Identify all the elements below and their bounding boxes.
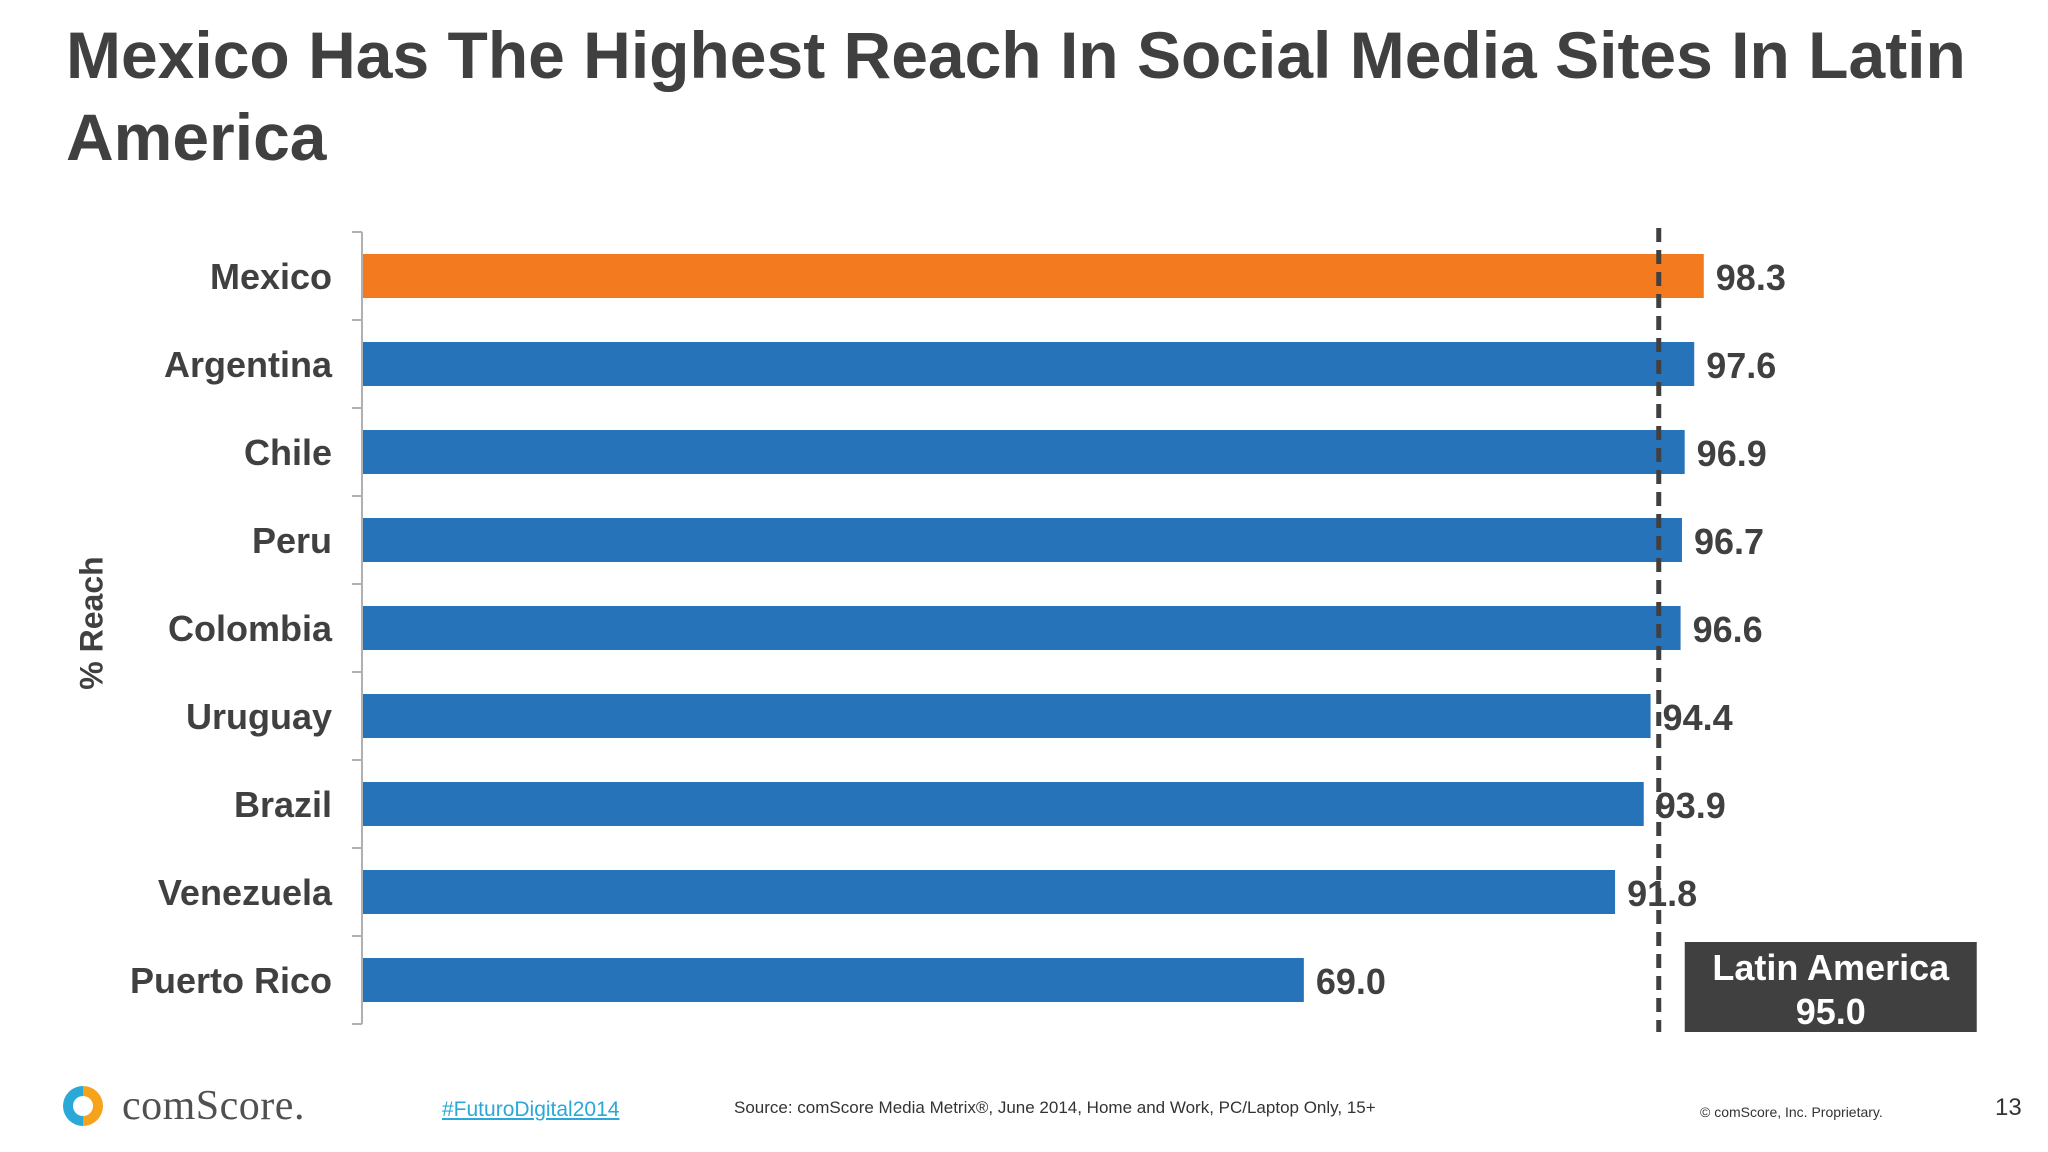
category-label: Chile <box>244 432 332 473</box>
bar-value-label: 69.0 <box>1316 961 1386 1002</box>
bar <box>363 782 1644 826</box>
logo-text: comScore. <box>122 1083 305 1129</box>
bar <box>363 870 1616 914</box>
bar <box>363 518 1682 562</box>
y-axis-label: % Reach <box>73 556 110 690</box>
bar-value-label: 91.8 <box>1627 873 1697 914</box>
bar <box>363 606 1681 650</box>
category-label: Venezuela <box>158 872 333 913</box>
bar <box>363 958 1304 1002</box>
category-label: Brazil <box>234 784 332 825</box>
bar-value-label: 94.4 <box>1663 697 1733 738</box>
reference-label: Latin America <box>1712 947 1950 988</box>
bar-value-label: 97.6 <box>1706 345 1776 386</box>
bar <box>363 694 1651 738</box>
category-label: Mexico <box>210 256 332 297</box>
category-label: Colombia <box>168 608 333 649</box>
bar <box>363 430 1685 474</box>
comscore-logo: comScore. <box>62 1082 305 1130</box>
category-label: Puerto Rico <box>130 960 332 1001</box>
reference-value-label: 95.0 <box>1796 991 1866 1032</box>
bar <box>363 342 1695 386</box>
bar-value-label: 96.7 <box>1694 521 1764 562</box>
reference-label-box <box>1684 942 1977 1032</box>
source-note: Source: comScore Media Metrix®, June 201… <box>734 1098 1376 1117</box>
hashtag-link[interactable]: #FuturoDigital2014 <box>442 1098 620 1121</box>
page-title: Mexico Has The Highest Reach In Social M… <box>66 18 1966 174</box>
bar-value-label: 98.3 <box>1716 257 1786 298</box>
category-label: Argentina <box>164 344 333 385</box>
copyright-note: © comScore, Inc. Proprietary. <box>1700 1104 1883 1120</box>
category-label: Uruguay <box>186 696 332 737</box>
bar-value-label: 93.9 <box>1656 785 1726 826</box>
page-number: 13 <box>1995 1094 2022 1121</box>
comscore-logo-icon <box>63 1086 103 1126</box>
bar-value-label: 96.6 <box>1693 609 1763 650</box>
bar-value-label: 96.9 <box>1697 433 1767 474</box>
category-label: Peru <box>252 520 332 561</box>
bar <box>363 254 1704 298</box>
